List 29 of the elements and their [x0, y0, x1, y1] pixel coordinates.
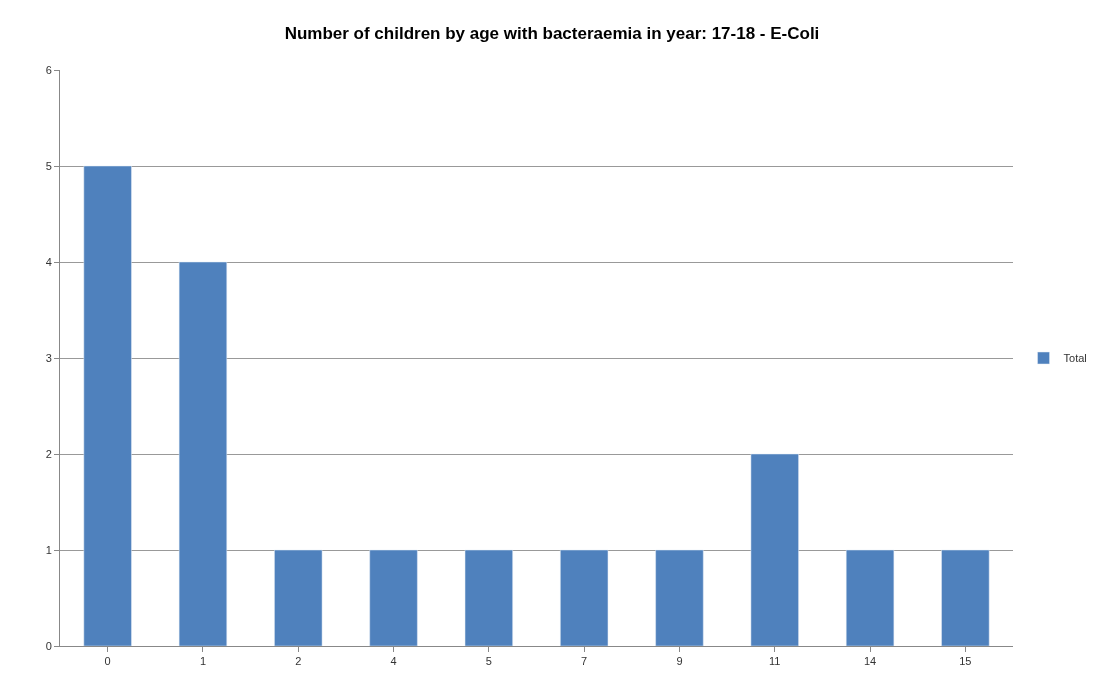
bar: [845, 549, 895, 646]
bar: [560, 549, 609, 646]
x-tick-label: 5: [485, 655, 492, 668]
bar: [941, 549, 990, 646]
bar: [274, 549, 323, 646]
legend-label: Total: [1063, 352, 1087, 365]
x-tick-label: 4: [390, 655, 397, 668]
y-tick-label: 3: [45, 351, 52, 364]
chart-title: Number of children by age with bacteraemia in year: 17-18 - E-Coli: [284, 24, 820, 44]
x-tick-label: 15: [959, 655, 972, 668]
bar: [750, 453, 799, 646]
y-tick-label: 0: [45, 639, 52, 652]
bar: [655, 549, 704, 646]
bar: [369, 549, 418, 646]
x-tick-label: 0: [104, 655, 111, 668]
x-tick-label: 1: [199, 655, 207, 668]
y-tick-label: 1: [45, 543, 52, 556]
bar: [464, 549, 513, 646]
x-tick-label: 7: [581, 655, 588, 668]
x-tick-label: 14: [863, 655, 877, 668]
y-tick-label: 6: [45, 63, 52, 76]
x-tick-label: 11: [769, 655, 781, 668]
y-tick-label: 2: [45, 447, 52, 460]
bar: [178, 261, 228, 646]
bar: [83, 165, 132, 646]
x-tick-label: 2: [295, 655, 302, 668]
y-tick-label: 4: [45, 255, 52, 268]
y-tick-label: 5: [45, 159, 52, 172]
x-tick-label: 9: [676, 655, 683, 668]
